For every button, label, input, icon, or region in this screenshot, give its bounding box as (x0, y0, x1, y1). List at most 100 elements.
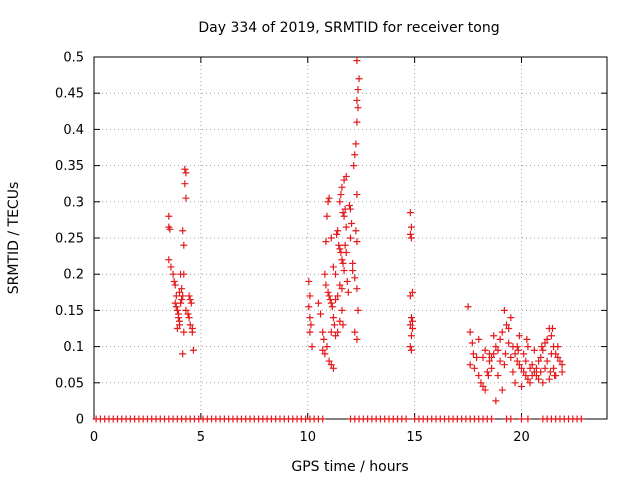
data-point (328, 303, 336, 311)
data-point (496, 357, 504, 365)
data-point (334, 292, 342, 300)
data-point (176, 288, 183, 296)
data-point (321, 270, 329, 278)
data-point (344, 288, 352, 296)
data-point (336, 281, 344, 289)
data-point (554, 353, 562, 361)
data-point (305, 303, 313, 311)
data-point (538, 343, 546, 351)
data-point (498, 386, 506, 394)
tick-labels: 0 0.05 0.1 0.15 0.2 0.25 0.3 0.35 0.4 0.45 0.5 0 5 10… (55, 51, 530, 446)
data-point (324, 198, 332, 206)
data-point (407, 314, 415, 322)
data-point (176, 321, 183, 329)
data-point (187, 299, 195, 307)
data-point (505, 339, 513, 347)
data-point (470, 364, 478, 372)
data-point (543, 335, 551, 343)
data-point (408, 317, 416, 325)
data-point (182, 306, 190, 314)
data-point (577, 415, 585, 423)
data-point (402, 415, 410, 423)
data-point (503, 321, 511, 329)
data-point (336, 317, 344, 325)
data-point (492, 397, 500, 405)
data-point (488, 364, 496, 372)
data-point (524, 415, 532, 423)
data-point (323, 343, 331, 351)
data-point (305, 277, 313, 285)
data-point (306, 314, 314, 322)
data-point (185, 314, 193, 322)
data-point (314, 299, 322, 307)
y-tick-label: 0.3 (63, 195, 84, 210)
data-point (188, 328, 196, 336)
data-point (407, 234, 415, 242)
data-point (165, 256, 173, 264)
data-point (353, 96, 361, 104)
data-point (322, 281, 330, 289)
data-point (520, 368, 528, 376)
data-point (334, 328, 342, 336)
data-point (483, 368, 491, 376)
data-point (321, 350, 329, 358)
axis-ticks (93, 56, 607, 420)
data-point (319, 328, 327, 336)
data-point (181, 180, 189, 188)
data-point (170, 277, 178, 285)
data-point (351, 151, 359, 159)
data-point (515, 361, 523, 369)
data-point (320, 335, 328, 343)
data-point (341, 241, 349, 249)
data-point (522, 357, 530, 365)
data-point (505, 325, 513, 332)
data-point (172, 292, 180, 300)
data-point (481, 346, 489, 354)
data-point (406, 230, 414, 238)
data-point (406, 343, 414, 351)
data-point (477, 379, 485, 387)
data-point (325, 357, 333, 365)
data-point (518, 382, 525, 390)
data-point (179, 292, 187, 300)
data-point (518, 364, 525, 372)
data-point (524, 375, 532, 383)
data-point (332, 270, 340, 278)
data-point (500, 306, 508, 314)
data-point (334, 227, 342, 235)
data-point (166, 225, 174, 233)
data-point (347, 205, 354, 213)
data-point (556, 357, 564, 365)
data-point (338, 285, 346, 293)
data-point (178, 285, 186, 293)
data-point (307, 321, 315, 329)
data-point (340, 212, 348, 220)
data-point (501, 350, 509, 358)
data-point (526, 379, 534, 387)
data-point (537, 353, 545, 361)
data-point (488, 415, 496, 423)
data-point (484, 372, 492, 380)
data-point (327, 361, 335, 369)
x-tick-label: 15 (406, 430, 423, 445)
data-point (180, 328, 188, 336)
data-point (532, 364, 540, 372)
data-point (336, 245, 344, 253)
y-tick-label: 0.25 (55, 232, 84, 247)
y-tick-label: 0.5 (63, 51, 84, 66)
data-point (530, 368, 538, 376)
y-axis-title: SRMTID / TECUs (6, 182, 22, 295)
data-point (408, 325, 416, 332)
data-point (327, 328, 335, 336)
data-point (329, 263, 337, 271)
data-point (181, 165, 189, 173)
data-point (342, 248, 350, 256)
data-point (319, 415, 327, 423)
data-point (172, 303, 180, 311)
y-tick-label: 0.05 (55, 376, 84, 391)
data-point (558, 368, 566, 376)
data-point (351, 274, 359, 282)
data-point (338, 183, 346, 191)
data-point (174, 310, 182, 318)
